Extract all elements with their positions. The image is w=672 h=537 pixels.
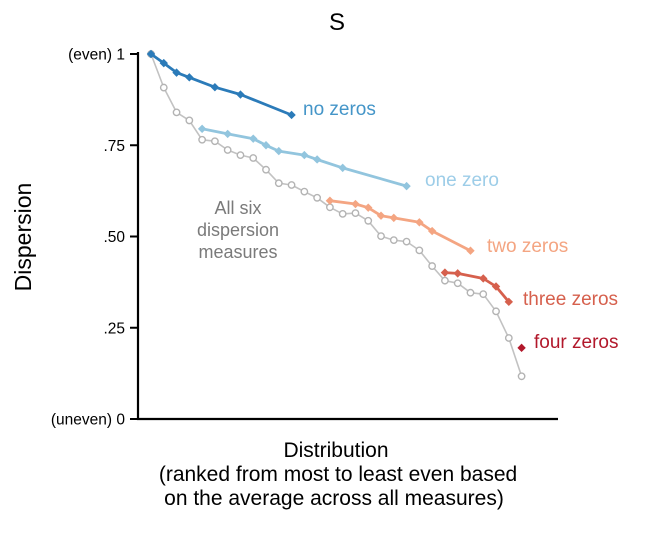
series-marker-all-measures xyxy=(274,179,283,188)
series-marker-two-zeros xyxy=(351,199,360,209)
y-axis-ticks: (even) 1 .75 .50 .25 (uneven) 0 xyxy=(51,47,138,429)
series-marker-one-zero xyxy=(223,129,232,139)
series-marker-one-zero xyxy=(300,150,309,160)
series-marker-no-zeros xyxy=(146,49,156,59)
annotation-line-3: measures xyxy=(198,242,277,262)
series-marker-all-measures xyxy=(300,187,309,196)
series-marker-all-measures xyxy=(453,279,462,288)
series-label-four-zeros: four zeros xyxy=(534,332,618,353)
annotation-line-1: All six xyxy=(214,198,261,218)
series-marker-no-zeros xyxy=(185,73,194,82)
series-marker-all-measures xyxy=(428,262,437,270)
series-marker-all-measures xyxy=(389,236,398,245)
series-marker-one-zero xyxy=(338,163,347,173)
series-label-three-zeros: three zeros xyxy=(523,289,618,310)
series-marker-all-measures xyxy=(287,181,296,189)
series-marker-one-zero xyxy=(274,146,283,156)
series-marker-two-zeros xyxy=(466,246,475,255)
series-marker-all-measures xyxy=(364,216,373,225)
series-marker-four-zeros xyxy=(517,343,526,353)
series-marker-one-zero xyxy=(249,134,258,143)
series-label-two-zeros: two zeros xyxy=(487,236,568,257)
series-marker-two-zeros xyxy=(364,203,373,212)
series-marker-all-measures xyxy=(492,307,500,316)
y-tick-label: .50 xyxy=(103,229,125,246)
series-marker-three-zeros xyxy=(491,282,501,291)
series-marker-one-zero xyxy=(261,141,271,150)
y-tick-label: (even) 1 xyxy=(68,47,125,64)
series-marker-all-measures xyxy=(351,209,360,218)
y-tick-label: .25 xyxy=(103,320,125,337)
series-labels: no zeros one zero two zeros three zeros four… xyxy=(303,99,618,353)
series-marker-all-measures xyxy=(326,203,334,212)
series-marker-all-measures xyxy=(223,146,232,154)
series-marker-two-zeros xyxy=(376,211,386,220)
series-marker-all-measures xyxy=(262,165,270,174)
series-label-one-zero: one zero xyxy=(425,170,499,191)
series-marker-all-measures xyxy=(441,276,449,285)
series-marker-three-zeros xyxy=(479,274,488,283)
x-axis-caption-line-1: Distribution xyxy=(283,439,388,462)
y-tick-label: (uneven) 0 xyxy=(51,412,125,429)
series-marker-two-zeros xyxy=(427,226,437,236)
series-marker-all-measures xyxy=(402,237,411,246)
series-layer xyxy=(146,49,526,381)
series-marker-three-zeros xyxy=(504,297,514,307)
series-marker-all-measures xyxy=(517,372,526,381)
annotation-line-2: dispersion xyxy=(197,220,279,240)
series-marker-all-measures xyxy=(504,334,513,342)
series-marker-all-measures xyxy=(198,135,207,144)
series-marker-all-measures xyxy=(249,154,258,162)
series-marker-no-zeros xyxy=(236,90,245,99)
series-marker-all-measures xyxy=(415,246,424,255)
series-line-no-zeros xyxy=(150,52,293,117)
x-axis-caption-line-3: on the average across all measures) xyxy=(164,487,504,510)
series-marker-all-measures xyxy=(479,290,488,299)
series-marker-no-zeros xyxy=(159,58,168,68)
series-line-two-zeros xyxy=(329,199,472,252)
y-tick-label: .75 xyxy=(103,138,125,155)
series-marker-two-zeros xyxy=(325,196,335,205)
series-marker-three-zeros xyxy=(453,269,462,278)
series-marker-two-zeros xyxy=(389,213,399,223)
series-marker-one-zero xyxy=(197,124,207,134)
series-marker-one-zero xyxy=(402,181,411,191)
series-marker-three-zeros xyxy=(440,268,450,277)
series-marker-two-zeros xyxy=(415,218,424,227)
series-marker-all-measures xyxy=(159,83,168,92)
chart-title: S xyxy=(329,9,345,36)
series-marker-no-zeros xyxy=(172,68,181,77)
series-marker-no-zeros xyxy=(287,110,296,120)
series-marker-all-measures xyxy=(172,108,181,117)
series-marker-all-measures xyxy=(185,116,194,125)
series-marker-all-measures xyxy=(377,232,385,241)
series-marker-no-zeros xyxy=(210,83,220,92)
series-marker-all-measures xyxy=(236,151,245,160)
series-marker-all-measures xyxy=(466,288,475,297)
x-axis-caption-line-2: (ranked from most to least even based xyxy=(159,463,517,486)
series-marker-all-measures xyxy=(313,193,322,202)
series-marker-all-measures xyxy=(338,209,347,218)
y-axis-label: Dispersion xyxy=(10,183,36,292)
series-marker-all-measures xyxy=(210,137,219,146)
series-label-no-zeros: no zeros xyxy=(303,99,376,120)
series-marker-one-zero xyxy=(312,155,322,164)
